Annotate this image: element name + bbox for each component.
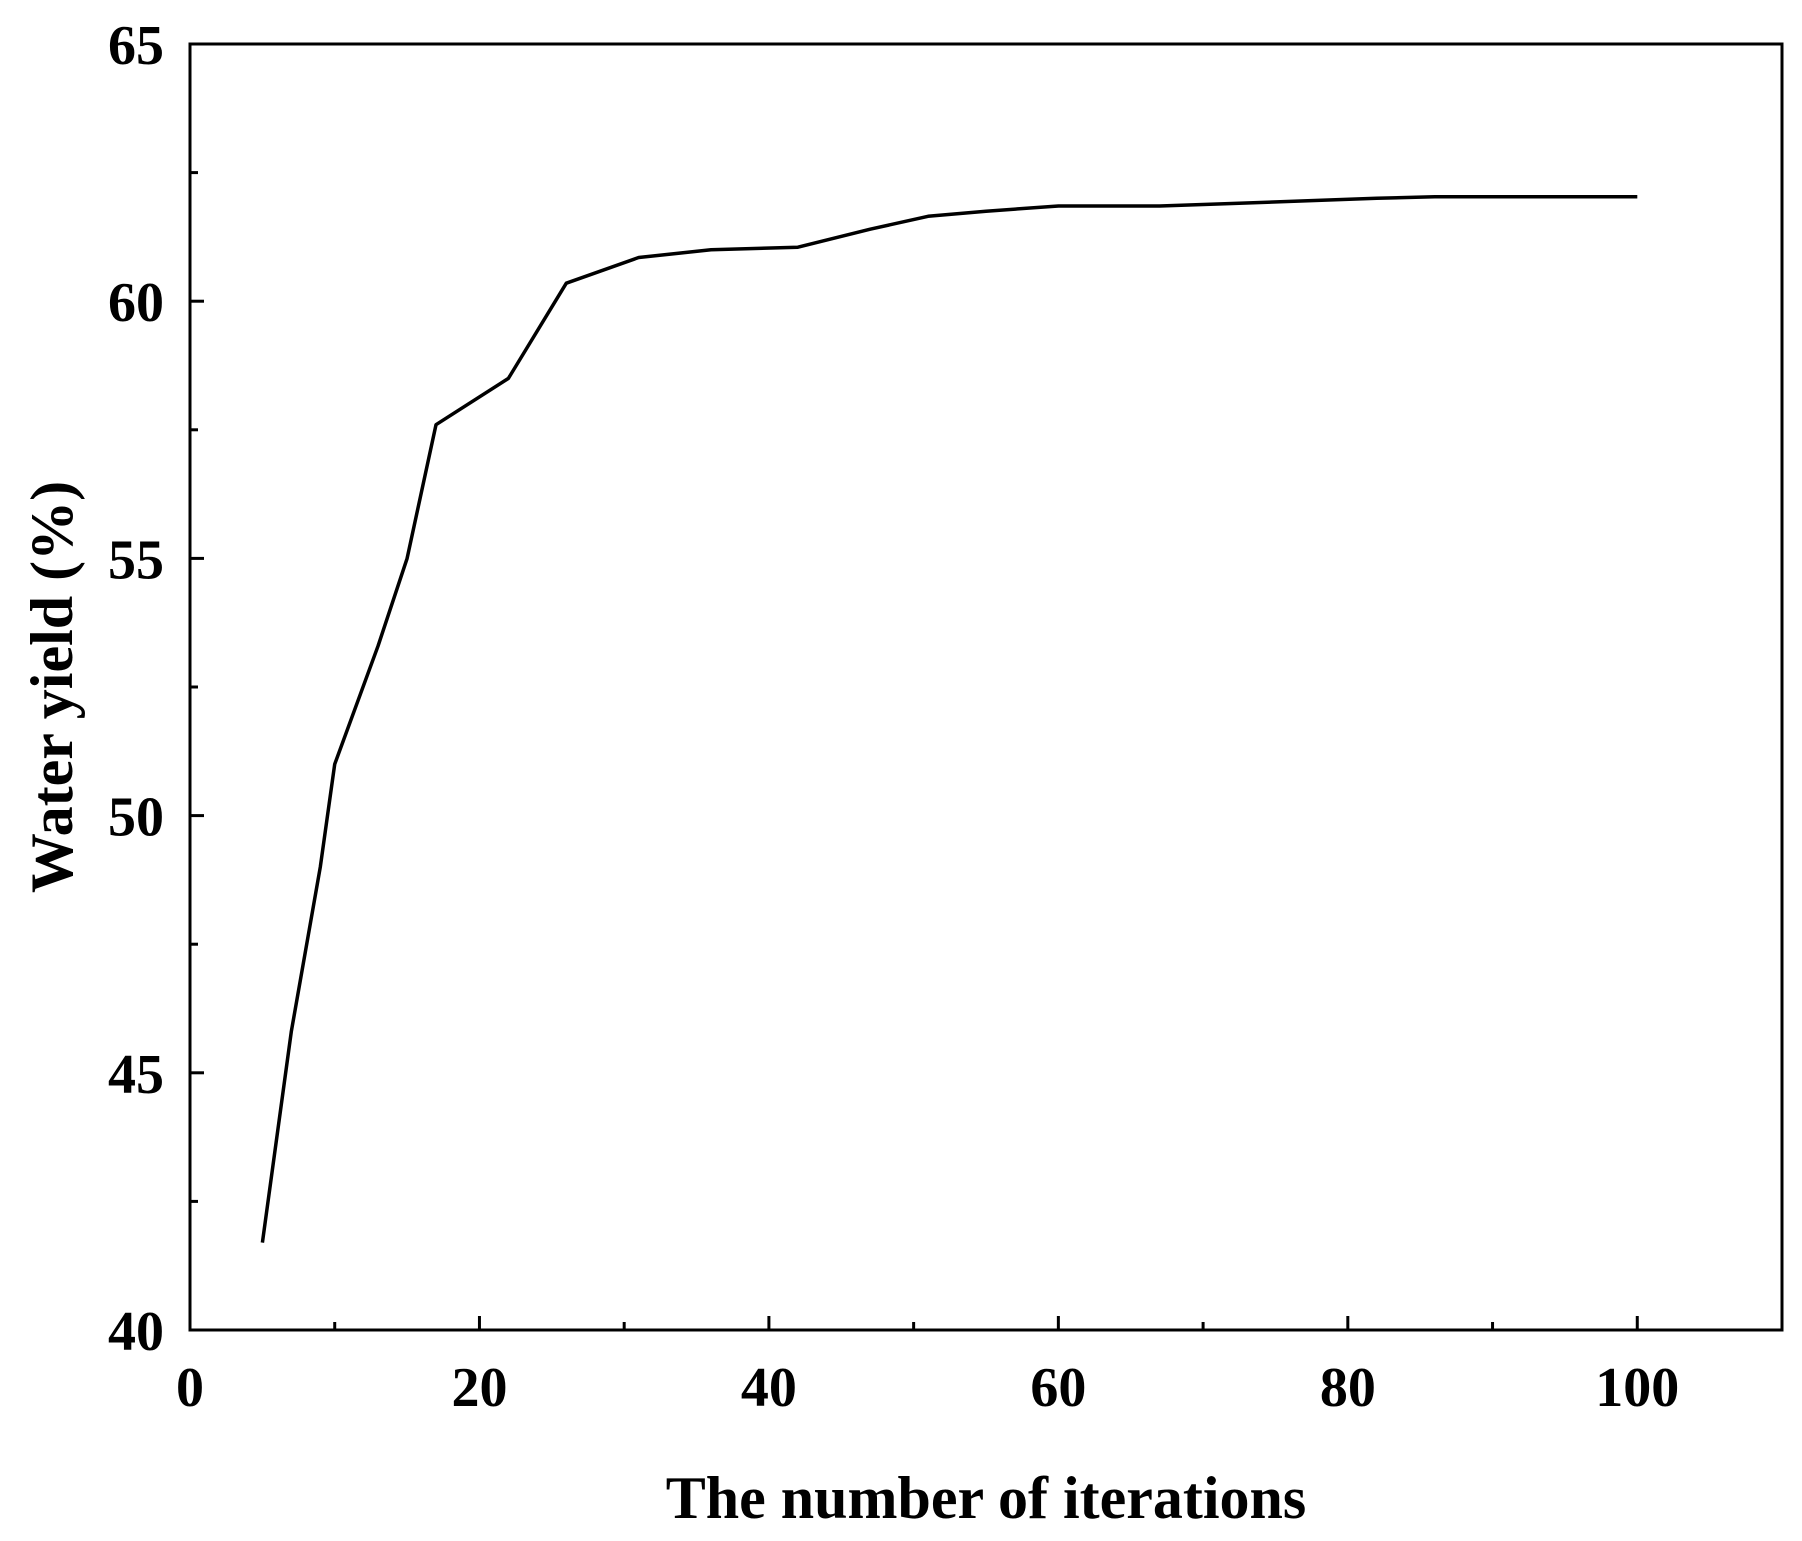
x-tick-label: 0 bbox=[176, 1357, 204, 1419]
x-tick-label: 60 bbox=[1030, 1357, 1086, 1419]
plot-border bbox=[188, 42, 1784, 1332]
axis-ticks bbox=[188, 42, 1639, 1332]
y-tick-label: 50 bbox=[108, 787, 164, 849]
axis-tick-labels: 0 20 40 60 80 100 40 45 50 55 60 65 bbox=[108, 15, 1679, 1419]
y-tick-label: 65 bbox=[108, 15, 164, 77]
x-tick-label: 100 bbox=[1595, 1357, 1679, 1419]
plot-area bbox=[188, 42, 1784, 1332]
y-tick-label: 60 bbox=[108, 272, 164, 334]
y-tick-label: 40 bbox=[108, 1301, 164, 1363]
data-series bbox=[260, 195, 1638, 1243]
y-tick-label: 45 bbox=[108, 1044, 164, 1106]
series-line bbox=[260, 195, 1638, 1243]
x-axis-title: The number of iterations bbox=[666, 1465, 1307, 1531]
y-tick-label: 55 bbox=[108, 529, 164, 591]
y-axis-title: Water yield (%) bbox=[19, 481, 85, 893]
x-tick-label: 40 bbox=[741, 1357, 797, 1419]
x-tick-label: 20 bbox=[451, 1357, 507, 1419]
x-tick-label: 80 bbox=[1320, 1357, 1376, 1419]
